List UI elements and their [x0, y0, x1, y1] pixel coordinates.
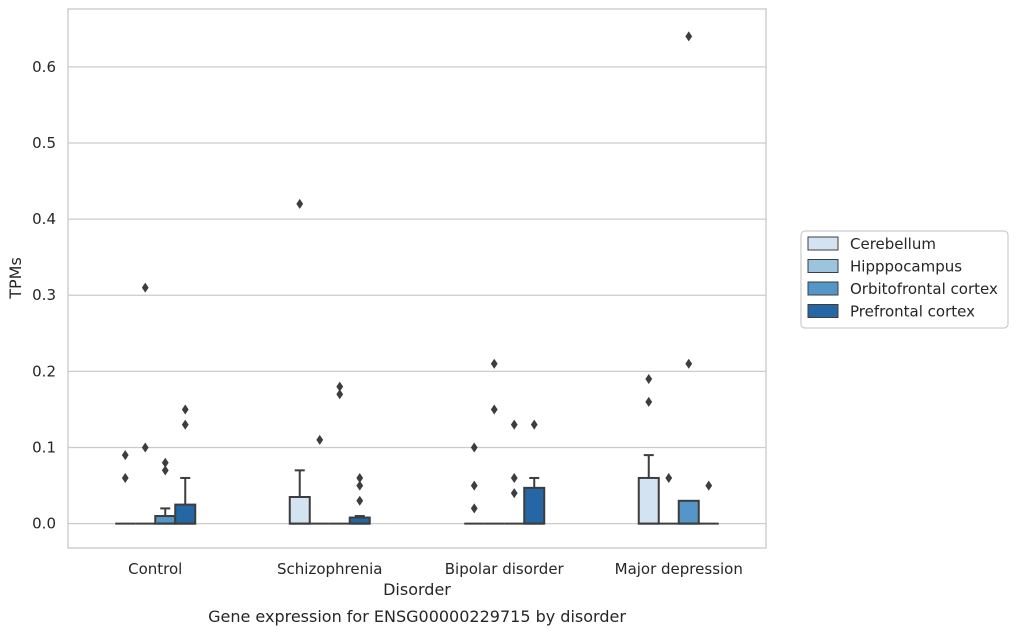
box-cerebellum	[288, 198, 311, 525]
box-orbitofrontal-cortex	[677, 31, 700, 525]
box-cerebellum	[637, 373, 660, 525]
x-tick-label: Control	[128, 560, 182, 578]
outlier-point	[181, 419, 189, 430]
outlier-point	[645, 373, 653, 384]
outlier-point	[356, 495, 364, 506]
axes-frame	[67, 8, 767, 549]
gridlines	[68, 66, 766, 525]
box-prefrontal-cortex	[348, 472, 371, 525]
legend-label: Hipppocampus	[850, 258, 962, 276]
outlier-point	[470, 442, 478, 453]
outlier-point	[121, 450, 129, 461]
outlier-point	[510, 488, 518, 499]
outlier-point	[296, 198, 304, 209]
box-hipppocampus	[484, 358, 505, 525]
legend-swatch	[807, 281, 839, 296]
plot-frame	[67, 8, 767, 549]
outlier-point	[510, 419, 518, 430]
legend-swatch	[807, 304, 839, 318]
box-prefrontal-cortex	[174, 404, 197, 525]
outlier-point	[530, 419, 538, 430]
box-hipppocampus	[658, 472, 679, 525]
outlier-point	[121, 472, 129, 483]
box-body	[154, 515, 177, 525]
y-tick-label: 0.2	[32, 362, 56, 380]
box-hipppocampus	[135, 282, 156, 525]
box-cerebellum	[115, 450, 136, 525]
outlier-point	[356, 472, 364, 483]
box-cerebellum	[464, 442, 485, 525]
y-tick-label: 0.4	[32, 210, 56, 228]
outlier-point	[161, 457, 169, 468]
box-body	[288, 495, 311, 525]
x-tick-label: Major depression	[615, 560, 743, 578]
x-axis: Control Schizophrenia Bipolar disorder Majo…	[128, 560, 743, 578]
legend-label: Orbitofrontal cortex	[850, 280, 998, 298]
box-hipppocampus	[309, 434, 330, 525]
outlier-point	[685, 358, 693, 369]
outlier-point	[470, 480, 478, 491]
box-body	[677, 499, 700, 525]
legend-box	[800, 230, 1009, 329]
legend-swatch	[807, 259, 839, 273]
legend-label: Prefrontal cortex	[850, 303, 975, 321]
box-body	[523, 486, 546, 525]
x-tick-label: Bipolar disorder	[445, 560, 565, 578]
legend: Cerebellum Hipppocampus Orbitofrontal cort…	[800, 230, 1009, 329]
outlier-point	[470, 503, 478, 514]
outlier-point	[685, 31, 693, 42]
outlier-point	[645, 396, 653, 407]
outlier-point	[316, 434, 324, 445]
box-body	[174, 503, 197, 525]
outlier-point	[490, 404, 498, 415]
outlier-point	[336, 389, 344, 400]
outlier-point	[336, 381, 344, 392]
box-series	[115, 31, 719, 525]
box-prefrontal-cortex	[698, 480, 719, 525]
outlier-point	[141, 442, 149, 453]
outlier-point	[705, 480, 713, 491]
box-body	[637, 476, 660, 525]
box-orbitofrontal-cortex	[154, 457, 177, 525]
outlier-point	[490, 358, 498, 369]
box-orbitofrontal-cortex	[504, 419, 525, 525]
y-tick-label: 0.0	[32, 515, 56, 533]
outlier-point	[510, 472, 518, 483]
y-tick-label: 0.5	[32, 134, 56, 152]
y-axis-title: TPMs	[6, 257, 25, 300]
outlier-point	[141, 282, 149, 293]
outlier-point	[356, 480, 364, 491]
box-prefrontal-cortex	[523, 419, 546, 525]
box-orbitofrontal-cortex	[329, 381, 350, 525]
outlier-point	[181, 404, 189, 415]
chart-title: Gene expression for ENSG00000229715 by d…	[208, 607, 626, 626]
y-tick-label: 0.6	[32, 58, 56, 76]
legend-swatch	[807, 236, 839, 251]
x-axis-title: Disorder	[383, 580, 451, 599]
legend-label: Cerebellum	[850, 235, 936, 253]
outlier-point	[161, 465, 169, 476]
y-tick-label: 0.3	[32, 286, 56, 304]
x-tick-label: Schizophrenia	[277, 560, 382, 578]
y-tick-label: 0.1	[32, 439, 56, 457]
outlier-point	[665, 472, 673, 483]
y-axis: 0.0 0.1 0.2 0.3 0.4 0.5 0.6	[32, 58, 56, 533]
